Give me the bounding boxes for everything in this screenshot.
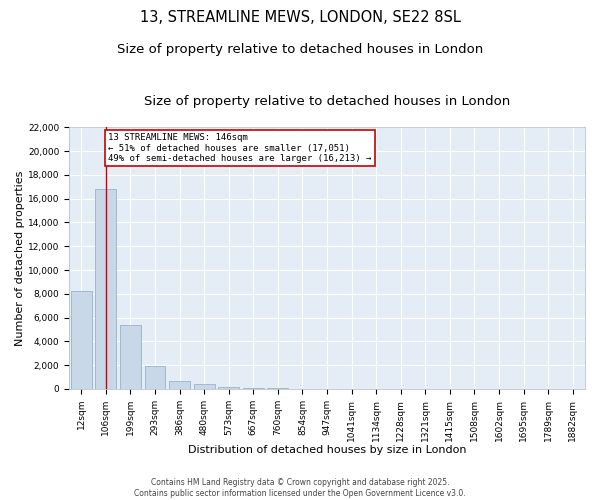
Bar	[120, 324, 141, 389]
Y-axis label: Number of detached properties: Number of detached properties	[15, 170, 25, 346]
Text: Size of property relative to detached houses in London: Size of property relative to detached ho…	[117, 42, 483, 56]
Bar	[145, 366, 166, 389]
Title: Size of property relative to detached houses in London: Size of property relative to detached ho…	[144, 95, 510, 108]
Bar	[268, 388, 289, 389]
Bar	[95, 189, 116, 389]
Bar	[243, 388, 264, 389]
Text: 13, STREAMLINE MEWS, LONDON, SE22 8SL: 13, STREAMLINE MEWS, LONDON, SE22 8SL	[140, 10, 460, 25]
Text: 13 STREAMLINE MEWS: 146sqm
← 51% of detached houses are smaller (17,051)
49% of : 13 STREAMLINE MEWS: 146sqm ← 51% of deta…	[109, 133, 371, 163]
Bar	[169, 380, 190, 389]
Bar	[71, 292, 92, 389]
X-axis label: Distribution of detached houses by size in London: Distribution of detached houses by size …	[188, 445, 466, 455]
Bar	[194, 384, 215, 389]
Text: Contains HM Land Registry data © Crown copyright and database right 2025.
Contai: Contains HM Land Registry data © Crown c…	[134, 478, 466, 498]
Bar	[218, 386, 239, 389]
